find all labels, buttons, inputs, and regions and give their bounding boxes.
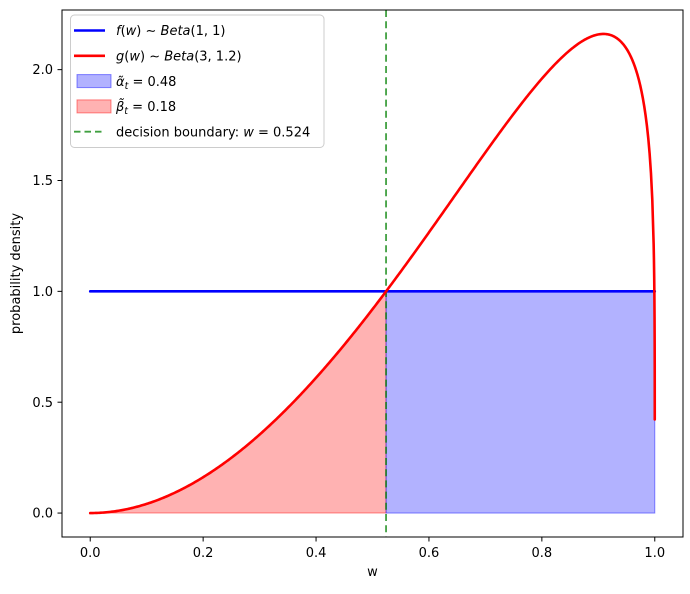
fill-regions bbox=[90, 289, 656, 514]
legend-label-segment: w bbox=[129, 50, 140, 65]
legend-label-segment: α̃ bbox=[116, 75, 125, 90]
legend-label-segment: ( bbox=[121, 24, 126, 39]
x-tick-label: 0.6 bbox=[419, 546, 440, 561]
axes-layer: 0.0 0.2 0.4 0.6 0.8 1.0 0.0 0.5 1.0 1.5 2.0 bbox=[32, 9, 684, 561]
legend-label-segment: t bbox=[124, 106, 129, 117]
legend-box bbox=[70, 14, 325, 148]
legend-label-segment: ) ∼ bbox=[136, 24, 160, 39]
legend-label-segment: ) ∼ bbox=[140, 50, 164, 65]
beta-region-swatch bbox=[76, 99, 112, 114]
legend-entry-g-curve: g(w) ∼ Beta(3, 1.2) bbox=[74, 50, 242, 65]
y-axis-label: probability density bbox=[9, 213, 24, 334]
alpha-shaded-region bbox=[385, 290, 656, 514]
legend-entry-f-curve: f(w) ∼ Beta(1, 1) bbox=[74, 24, 225, 39]
legend-label-segment: β̃ bbox=[115, 99, 124, 115]
x-tick-label: 0.4 bbox=[306, 546, 327, 561]
legend-entry-alpha-region: α̃t = 0.48 bbox=[76, 74, 176, 92]
x-axis-label: w bbox=[367, 565, 378, 580]
legend-label-segment: (1, 1) bbox=[191, 24, 226, 39]
legend-label-decision-boundary: decision boundary: w = 0.524 bbox=[116, 125, 310, 140]
legend-label-g-curve: g(w) ∼ Beta(3, 1.2) bbox=[116, 50, 242, 65]
y-tick-label: 2.0 bbox=[32, 63, 53, 78]
alpha-region-swatch bbox=[76, 74, 112, 89]
legend-label-segment: Beta bbox=[161, 24, 191, 39]
legend-label-alpha-region: α̃t = 0.48 bbox=[116, 75, 176, 92]
y-tick-label: 0.0 bbox=[32, 507, 53, 522]
legend-label-segment: Beta bbox=[164, 50, 194, 65]
legend-entry-beta-region: β̃t = 0.18 bbox=[76, 99, 176, 117]
legend-label-segment: g bbox=[116, 50, 124, 65]
g-beta-curve bbox=[88, 32, 657, 515]
y-tick-label: 0.5 bbox=[32, 396, 53, 411]
legend-label-segment: f bbox=[116, 24, 123, 39]
legend-label-beta-region: β̃t = 0.18 bbox=[115, 99, 176, 117]
y-tick-label: 1.0 bbox=[32, 285, 53, 300]
axes-frame bbox=[61, 9, 684, 538]
legend-label-segment: = 0.524 bbox=[254, 125, 310, 140]
x-tick-label: 0.8 bbox=[532, 546, 553, 561]
legend-label-segment: w bbox=[126, 24, 137, 39]
x-tick-label: 1.0 bbox=[644, 546, 665, 561]
legend-entry-decision-boundary: decision boundary: w = 0.524 bbox=[74, 125, 310, 140]
y-tick-label: 1.5 bbox=[32, 174, 53, 189]
legend-label-segment: = 0.48 bbox=[128, 75, 176, 90]
legend-label-segment: t bbox=[125, 81, 130, 92]
legend: f(w) ∼ Beta(1, 1)g(w) ∼ Beta(3, 1.2)α̃t … bbox=[70, 14, 325, 148]
legend-label-segment: (3, 1.2) bbox=[194, 50, 241, 65]
legend-label-segment: w bbox=[243, 125, 254, 140]
x-tick-label: 0.2 bbox=[193, 546, 214, 561]
curve-layer bbox=[88, 32, 657, 515]
x-tick-label: 0.0 bbox=[80, 546, 101, 561]
legend-label-segment: = 0.18 bbox=[128, 100, 176, 115]
legend-label-segment: decision boundary: bbox=[116, 125, 243, 140]
legend-label-segment: ( bbox=[124, 50, 129, 65]
legend-label-f-curve: f(w) ∼ Beta(1, 1) bbox=[116, 24, 225, 39]
